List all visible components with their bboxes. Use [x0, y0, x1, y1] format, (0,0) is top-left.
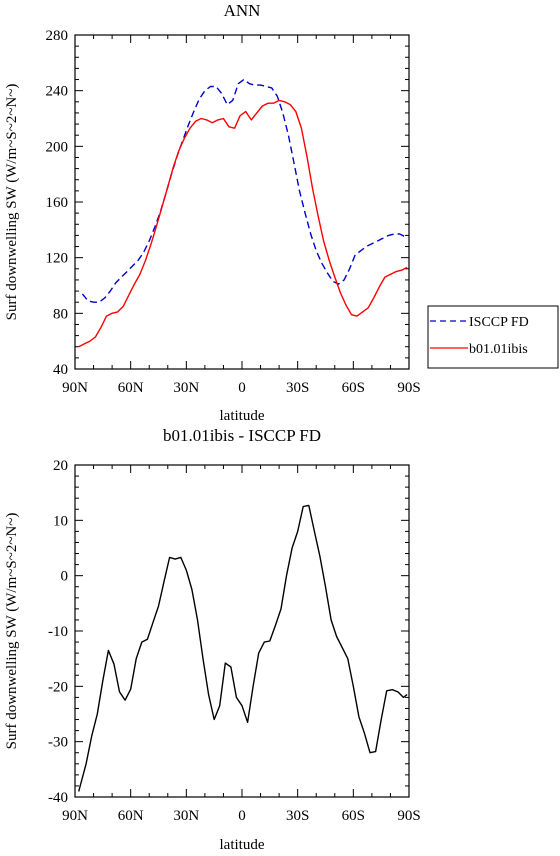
- x-tick-label-diff: 90S: [397, 808, 420, 824]
- y-tick-label-diff: -10: [48, 624, 68, 640]
- y-tick-label-diff: -40: [48, 790, 68, 806]
- series-line-ann-1: [78, 99, 408, 348]
- y-tick-label-ann: 200: [46, 139, 69, 155]
- legend-label-isccp: ISCCP FD: [469, 315, 529, 330]
- x-tick-label-ann: 30N: [173, 380, 199, 396]
- y-tick-label-diff: 20: [53, 458, 68, 474]
- x-axis-label-diff: latitude: [220, 837, 265, 851]
- y-tick-label-ann: 240: [46, 84, 69, 100]
- x-tick-label-diff: 90N: [62, 808, 88, 824]
- legend-label-ibis: b01.01ibis: [469, 342, 528, 357]
- x-axis-label-ann: latitude: [220, 408, 265, 424]
- x-tick-label-ann: 90S: [397, 380, 420, 396]
- y-tick-label-diff: 10: [53, 513, 68, 529]
- y-axis-label-ann: Surf downwelling SW (W/m~S~2~N~): [4, 84, 20, 321]
- y-tick-label-diff: -20: [48, 679, 68, 695]
- chart-title-diff: b01.01ibis - ISCCP FD: [163, 426, 321, 445]
- x-tick-label-diff: 60S: [342, 808, 365, 824]
- x-tick-label-diff: 30N: [173, 808, 199, 824]
- legend-box: [427, 305, 559, 369]
- legend: ISCCP FD b01.01ibis: [427, 305, 559, 369]
- chart-ann: ANN 90N 60N 30N 0 30S 60S 90S 40 80 120 160 200 240 2…: [4, 1, 421, 424]
- x-tick-label-ann: 0: [238, 380, 246, 396]
- y-tick-label-diff: 0: [61, 569, 69, 585]
- y-axis-label-diff: Surf downwelling SW (W/m~S~2~N~): [4, 513, 20, 750]
- y-tick-label-ann: 160: [46, 195, 69, 211]
- chart-title-ann: ANN: [224, 1, 261, 20]
- chart-diff: b01.01ibis - ISCCP FD 90N 60N 30N 0 30S 60S 90…: [4, 426, 421, 853]
- y-tick-label-ann: 280: [46, 28, 69, 44]
- x-tick-label-ann: 60N: [118, 380, 144, 396]
- plot-frame-diff: [74, 464, 410, 798]
- plot-frame-ann: [74, 34, 410, 370]
- y-tick-label-ann: 80: [53, 306, 68, 322]
- y-tick-label-diff: -30: [48, 735, 68, 751]
- x-tick-label-ann: 30S: [286, 380, 309, 396]
- x-tick-label-ann: 90N: [62, 380, 88, 396]
- x-tick-label-diff: 0: [238, 808, 246, 824]
- y-tick-label-ann: 40: [53, 362, 68, 378]
- x-tick-label-diff: 30S: [286, 808, 309, 824]
- series-line-diff-0: [78, 504, 408, 792]
- x-tick-label-ann: 60S: [342, 380, 365, 396]
- x-tick-label-diff: 60N: [118, 808, 144, 824]
- y-tick-label-ann: 120: [46, 251, 69, 267]
